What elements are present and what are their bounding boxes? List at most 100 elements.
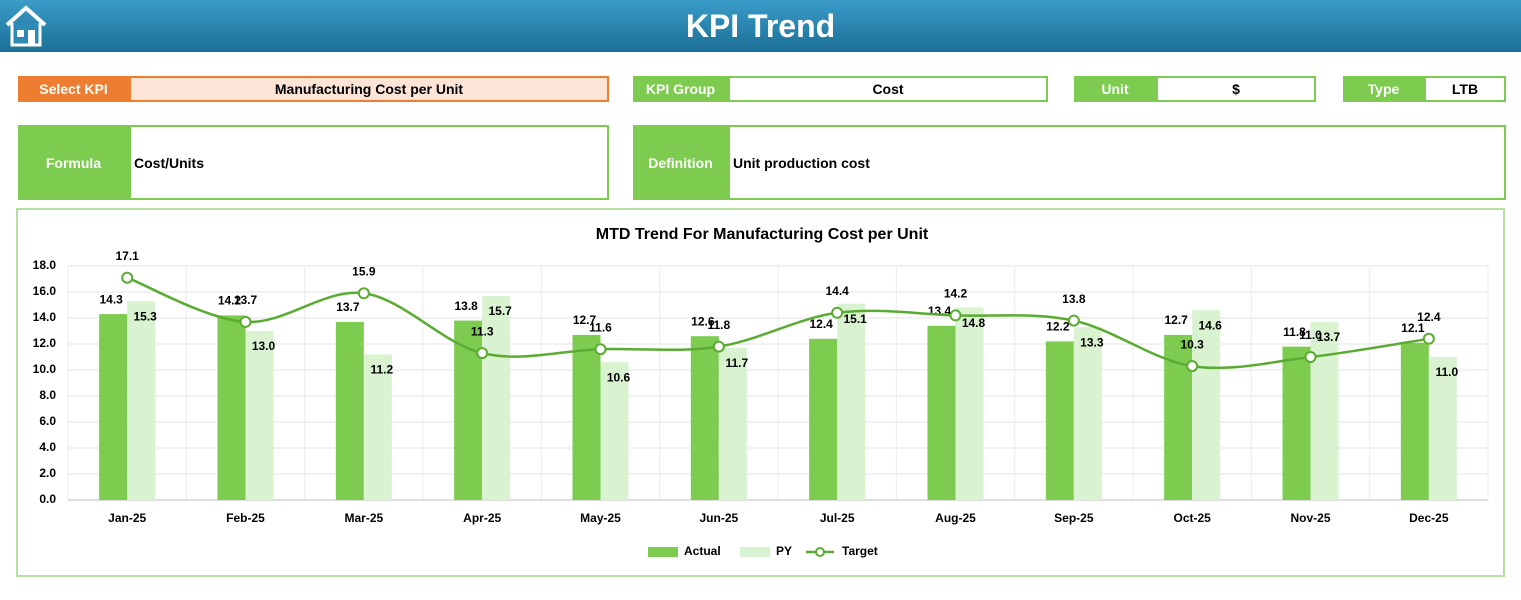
line-marker — [594, 343, 607, 356]
data-label: 12.6 — [691, 314, 715, 328]
data-label: 14.2 — [218, 294, 242, 308]
field-value: LTB — [1424, 76, 1506, 102]
bar — [127, 301, 156, 500]
data-label: 11.8 — [1283, 325, 1306, 339]
data-label: 14.2 — [944, 287, 968, 301]
data-label: 10.6 — [607, 370, 631, 384]
data-label: 11.7 — [725, 356, 748, 370]
data-label: 15.1 — [843, 312, 867, 326]
bar — [1045, 341, 1074, 500]
x-tick-label: Dec-25 — [1409, 511, 1449, 525]
data-label: 13.8 — [1062, 292, 1086, 306]
bar — [482, 295, 511, 500]
x-tick-label: Aug-25 — [935, 511, 976, 525]
x-tick-label: Mar-25 — [344, 511, 383, 525]
y-tick-label: 6.0 — [39, 414, 56, 428]
data-label: 12.7 — [1164, 313, 1188, 327]
data-label: 13.8 — [454, 299, 478, 313]
line-marker — [121, 271, 134, 284]
bar — [245, 331, 274, 500]
x-tick-label: Sep-25 — [1054, 511, 1094, 525]
data-label: 11.0 — [1435, 365, 1458, 379]
field-label: Definition — [633, 125, 728, 200]
data-label: 12.4 — [1417, 310, 1441, 324]
line-marker — [712, 340, 725, 353]
data-label: 11.0 — [1299, 328, 1322, 342]
bar — [600, 362, 629, 500]
x-tick-label: Jun-25 — [699, 511, 738, 525]
bar — [1400, 342, 1429, 500]
field-label: Formula — [18, 125, 129, 200]
line-marker — [357, 287, 370, 300]
y-tick-label: 0.0 — [39, 492, 56, 506]
bar — [837, 303, 866, 500]
y-tick-label: 4.0 — [39, 440, 56, 454]
data-label: 11.2 — [370, 363, 393, 377]
legend-swatch — [648, 547, 678, 557]
data-label: 15.7 — [488, 304, 512, 318]
page-title: KPI Trend — [685, 8, 836, 44]
data-label: 13.7 — [1317, 330, 1341, 344]
y-tick-label: 18.0 — [33, 258, 57, 272]
data-label: 13.0 — [252, 339, 276, 353]
x-tick-label: Jul-25 — [820, 511, 855, 525]
field-value: Cost/Units — [129, 125, 609, 200]
legend-swatch — [815, 547, 825, 557]
field-label: KPI Group — [633, 76, 728, 102]
bar — [809, 338, 838, 500]
line-marker — [831, 306, 844, 319]
bar — [1192, 310, 1221, 500]
data-label: 14.8 — [962, 316, 986, 330]
y-tick-label: 16.0 — [33, 284, 57, 298]
data-label: 14.3 — [99, 292, 123, 306]
field-label: Unit — [1074, 76, 1156, 102]
line-marker — [1067, 314, 1080, 327]
data-label: 13.7 — [336, 300, 360, 314]
data-label: 12.1 — [1401, 321, 1425, 335]
legend-label: Target — [842, 544, 878, 558]
x-tick-label: May-25 — [580, 511, 621, 525]
bar — [927, 325, 956, 500]
bar — [955, 307, 984, 500]
x-tick-label: Apr-25 — [463, 511, 501, 525]
x-tick-label: Jan-25 — [108, 511, 146, 525]
legend-swatch — [740, 547, 770, 557]
x-tick-label: Nov-25 — [1290, 511, 1330, 525]
legend-label: Actual — [684, 544, 721, 558]
bar — [99, 314, 128, 500]
bar — [690, 336, 719, 500]
data-label: 12.2 — [1046, 320, 1070, 334]
bar — [217, 315, 246, 500]
bar — [1310, 321, 1339, 500]
y-tick-label: 8.0 — [39, 388, 56, 402]
bar — [335, 321, 364, 500]
field-value: Cost — [728, 76, 1048, 102]
line-marker — [1186, 360, 1199, 373]
x-tick-label: Oct-25 — [1173, 511, 1211, 525]
bar — [718, 347, 747, 500]
data-label: 13.3 — [1080, 335, 1104, 349]
data-label: 15.9 — [352, 264, 376, 278]
data-label: 11.3 — [471, 324, 494, 338]
bar — [1428, 357, 1457, 500]
field-value: $ — [1156, 76, 1316, 102]
kpi-selector[interactable]: Manufacturing Cost per Unit — [129, 76, 609, 102]
data-label: 17.1 — [115, 249, 139, 263]
line-marker — [949, 309, 962, 322]
line-marker — [239, 315, 252, 328]
line-marker — [476, 347, 489, 360]
line-marker — [1422, 332, 1435, 345]
field-label: Type — [1343, 76, 1424, 102]
y-tick-label: 2.0 — [39, 466, 56, 480]
data-label: 10.3 — [1180, 337, 1204, 351]
chart-panel — [16, 208, 1505, 577]
legend-label: PY — [776, 544, 792, 558]
home-icon[interactable] — [3, 3, 49, 49]
data-label: 12.4 — [809, 317, 833, 331]
data-label: 14.4 — [825, 284, 849, 298]
bar — [1282, 346, 1311, 500]
data-label: 15.3 — [133, 309, 157, 323]
